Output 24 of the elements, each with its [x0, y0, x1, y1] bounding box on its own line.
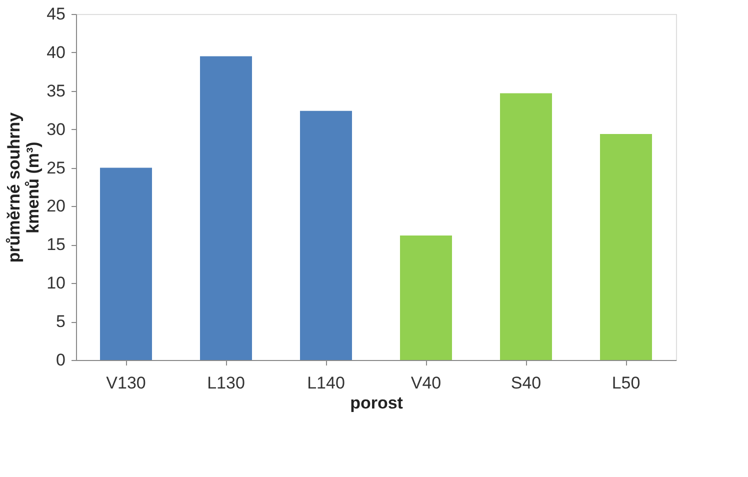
- bar: [400, 235, 452, 360]
- y-tick-label: 45: [46, 4, 66, 24]
- bar: [300, 110, 352, 360]
- x-tick-label: L140: [307, 374, 345, 392]
- x-tick-label: L50: [612, 374, 640, 392]
- y-axis-title: průměrné souhrny kmenů (m³): [4, 112, 43, 263]
- y-tick-label: 20: [46, 196, 66, 216]
- x-tick-label: S40: [510, 374, 542, 392]
- x-tick-label: L130: [207, 374, 245, 392]
- y-tick-label: 5: [56, 312, 66, 332]
- bar: [500, 93, 552, 360]
- y-tick-label: 10: [46, 274, 66, 293]
- y-tick-label: 25: [46, 158, 66, 178]
- bar: [200, 56, 252, 360]
- y-tick-label: 35: [46, 81, 66, 100]
- y-tick-label: 30: [46, 120, 66, 139]
- x-tick-label: V130: [106, 374, 146, 392]
- y-tick-label: 0: [56, 350, 66, 370]
- y-tick-label: 15: [46, 235, 66, 254]
- y-tick-label: 40: [46, 42, 66, 62]
- x-tick-label: V40: [410, 374, 442, 392]
- bar: [100, 168, 152, 360]
- bar: [600, 134, 652, 360]
- x-axis-title: porost: [350, 394, 404, 412]
